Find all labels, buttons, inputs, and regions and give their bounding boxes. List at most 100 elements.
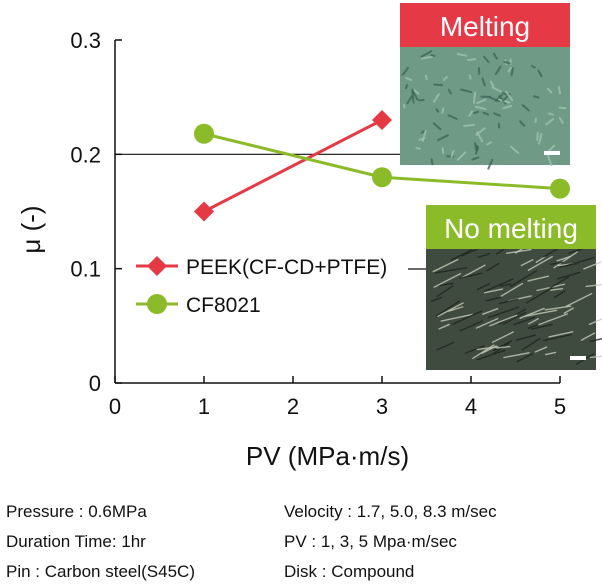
micrograph-texture	[404, 84, 409, 90]
micrograph-texture	[406, 95, 413, 105]
micrograph-texture	[450, 249, 472, 261]
data-point-diamond	[372, 110, 392, 131]
micrograph-texture	[459, 272, 483, 279]
micrograph-texture	[456, 53, 468, 57]
melting-micrograph	[400, 47, 570, 165]
condition-duration: Duration Time: 1hr	[6, 532, 146, 551]
data-point-diamond	[194, 201, 214, 222]
micrograph-texture	[558, 117, 564, 124]
micrograph-texture	[588, 318, 602, 326]
condition-pin: Pin : Carbon steel(S45C)	[6, 562, 195, 581]
micrograph-texture	[547, 112, 555, 116]
micrograph-texture	[475, 127, 486, 136]
micrograph-texture	[509, 270, 538, 288]
micrograph-texture	[447, 88, 453, 95]
micrograph-texture	[411, 90, 415, 104]
x-tick-label: 3	[376, 394, 388, 419]
micrograph-texture	[538, 313, 568, 326]
micrograph-texture	[430, 296, 443, 303]
x-tick-label: 1	[198, 394, 210, 419]
micrograph-texture	[519, 307, 545, 319]
micrograph-texture	[436, 285, 454, 298]
micrograph-texture	[486, 141, 493, 146]
micrograph-texture	[488, 96, 501, 103]
micrograph-texture	[557, 271, 581, 280]
micrograph-texture	[536, 131, 539, 141]
micrograph-texture	[521, 104, 530, 112]
micrograph-texture	[549, 288, 564, 291]
micrograph-texture	[448, 306, 464, 312]
micrograph-texture	[492, 52, 498, 60]
micrograph-texture	[420, 130, 426, 134]
micrograph-texture	[556, 255, 571, 262]
micrograph-texture	[509, 145, 520, 155]
micrograph-texture	[430, 158, 434, 166]
micrograph-texture	[421, 129, 427, 142]
micrograph-texture	[510, 67, 514, 77]
micrograph-texture	[401, 66, 409, 76]
micrograph-texture	[502, 311, 527, 325]
micrograph-texture	[464, 345, 485, 354]
micrograph-texture	[434, 267, 467, 274]
friction-chart: 0 0.1 0.2 0.3 0 1 2 3 4 5 PV (MPa·m/s) μ (-) Melting…	[16, 3, 602, 471]
micrograph-texture	[456, 151, 467, 161]
micrograph-texture	[549, 276, 570, 289]
micrograph-texture	[411, 88, 419, 101]
micrograph-texture	[483, 288, 504, 294]
condition-pv: PV : 1, 3, 5 Mpa·m/sec	[284, 532, 457, 551]
micrograph-texture	[505, 90, 514, 102]
micrograph-texture	[500, 282, 524, 297]
micrograph-texture	[483, 278, 514, 292]
micrograph-texture	[459, 320, 484, 332]
micrograph-texture	[548, 331, 574, 338]
micrograph-texture	[489, 80, 495, 87]
micrograph-texture	[542, 333, 572, 342]
micrograph-texture	[491, 86, 502, 93]
micrograph-texture	[433, 83, 443, 87]
micrograph-texture	[491, 331, 514, 343]
x-axis-label: PV (MPa·m/s)	[246, 441, 409, 471]
micrograph-texture	[474, 142, 478, 151]
micrograph-texture	[503, 352, 530, 359]
micrograph-texture	[452, 310, 483, 325]
x-tick-label: 0	[109, 394, 121, 419]
legend-label: CF8021	[186, 294, 261, 317]
micrograph-texture	[534, 346, 548, 353]
micrograph-texture	[466, 58, 477, 61]
micrograph-texture	[503, 60, 511, 65]
micrograph-texture	[435, 108, 440, 113]
micrograph-texture	[554, 290, 566, 299]
data-point-circle	[550, 178, 570, 199]
micrograph-texture	[527, 255, 553, 271]
legend-marker-circle	[147, 294, 167, 314]
y-tick-label: 0.2	[70, 142, 101, 167]
data-point-circle	[194, 123, 214, 144]
micrograph-texture	[463, 123, 476, 128]
micrograph-texture	[486, 262, 500, 272]
micrograph-texture	[493, 340, 513, 352]
scale-bar	[570, 356, 586, 360]
micrograph-texture	[521, 337, 541, 351]
micrograph-texture	[436, 341, 455, 351]
micrograph-texture	[537, 69, 543, 78]
micrograph-texture	[447, 114, 458, 120]
micrograph-texture	[494, 65, 502, 76]
micrograph-texture	[425, 74, 428, 81]
micrograph-texture	[472, 91, 477, 104]
micrograph-texture	[489, 314, 518, 327]
micrograph-texture	[580, 332, 596, 341]
micrograph-texture	[487, 158, 494, 170]
micrograph-texture	[432, 258, 459, 273]
melting-label: Melting	[440, 11, 530, 42]
micrograph-texture	[544, 351, 557, 356]
micrograph-texture	[505, 249, 532, 254]
micrograph-texture	[476, 98, 487, 105]
micrograph-texture	[535, 256, 546, 263]
micrograph-texture	[405, 76, 413, 82]
y-tick-label: 0.1	[70, 257, 101, 282]
micrograph-texture	[468, 110, 473, 118]
micrograph-texture	[538, 132, 543, 145]
micrograph-texture	[485, 296, 502, 302]
micrograph-texture	[547, 144, 556, 153]
micrograph-texture	[525, 286, 554, 304]
